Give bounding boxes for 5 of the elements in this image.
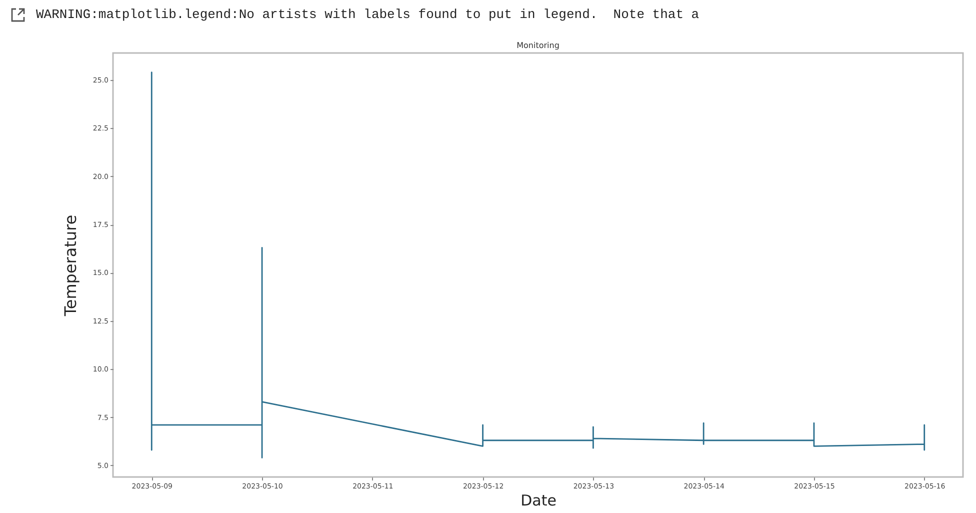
y-axis-title: Temperature [60, 214, 80, 318]
x-axis-title: Date [520, 492, 556, 510]
line-series [150, 72, 926, 458]
text: WARNING:matplotlib.legend:No artists with labels found to put in legend. Note that a [36, 7, 700, 22]
chart-title: Monitoring [516, 41, 560, 50]
